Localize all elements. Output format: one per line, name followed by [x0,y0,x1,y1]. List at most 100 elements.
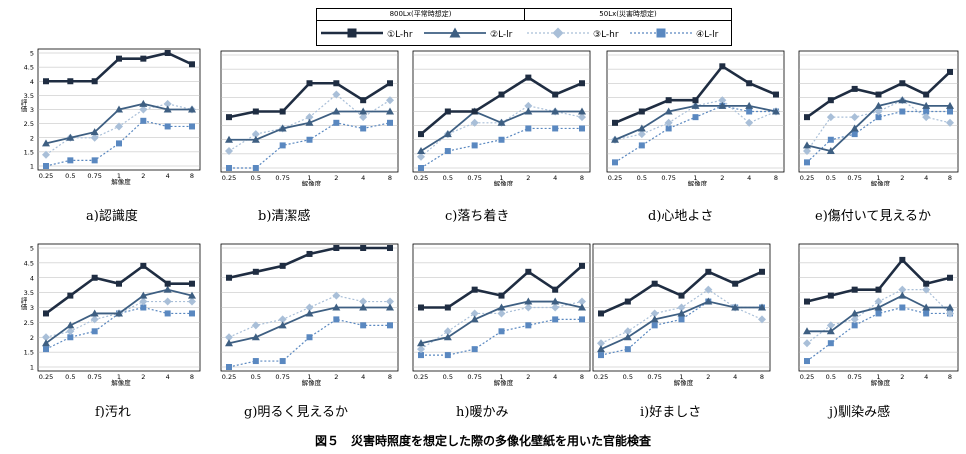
data-point [525,125,532,132]
data-point [139,297,148,306]
x-tick-label: 0.75 [275,373,289,381]
data-point [923,310,930,317]
chart-panel: 1 1.5 2 2.5 3 3.5 4 4.5 5 評価 0.25 0.5 0.75 1 2 4 8 解像度 [16,241,202,386]
data-point [552,286,559,293]
data-point [746,80,753,87]
line-chart: 0.25 0.5 0.75 1 2 4 8 解像度 [606,50,785,186]
y-tick-label: 2.5 [24,319,34,327]
x-tick-label: 4 [747,174,751,182]
x-tick-label: 1 [499,373,503,381]
data-point [497,303,506,311]
data-point [418,165,424,171]
x-tick-label: 0.25 [39,373,53,381]
data-point [525,74,532,81]
data-point [225,135,233,143]
data-point [418,131,424,138]
legend-group-50lx: 50Lx(災害時想定) [525,9,731,21]
data-point [650,315,659,323]
chart-caption: g)明るく見えるか [244,405,349,420]
y-tick-label: 4 [30,78,34,86]
x-tick-label: 4 [924,373,928,381]
chart-panel: 0.25 0.5 0.75 1 2 4 8 解像度 [218,241,400,386]
data-point [91,78,98,85]
x-axis-label: 解像度 [111,378,131,386]
data-point [226,114,232,121]
data-point [579,262,585,269]
data-point [471,108,478,115]
data-point [225,339,233,347]
data-point [226,274,232,281]
data-point [772,107,780,115]
data-point [597,345,605,353]
x-tick-label: 2 [334,373,338,381]
data-point [947,68,953,75]
data-point [278,124,287,132]
x-tick-label: 0.75 [87,373,101,381]
data-point [164,310,171,317]
x-tick-label: 4 [166,373,170,381]
data-point [91,328,98,335]
data-point [115,309,123,317]
data-point [638,108,645,115]
data-point [417,339,425,347]
data-point [43,78,49,85]
data-point [305,118,314,126]
data-point [360,245,367,251]
data-point [91,274,98,281]
data-point [139,105,148,114]
data-point [386,107,394,115]
data-point [66,321,75,329]
data-point [42,139,50,147]
data-point [524,303,533,312]
data-point [923,280,930,287]
data-point [611,135,619,143]
x-tick-label: 4 [553,373,557,381]
chart-caption: h)暖かみ [456,405,509,420]
line-chart: 0.25 0.5 0.75 1 2 4 8 解像度 [798,243,959,386]
data-point [252,268,259,275]
data-point [803,147,811,156]
data-point [664,118,673,127]
data-point [578,113,586,122]
data-point [804,159,810,166]
data-point [578,297,586,306]
data-point [333,119,340,126]
data-point [66,327,75,336]
x-tick-label: 0.75 [661,174,675,182]
x-tick-label: 8 [760,373,764,381]
data-point [638,142,645,149]
x-tick-label: 0.5 [443,174,453,182]
y-tick-label: 1 [30,364,34,372]
x-tick-label: 0.75 [647,373,661,381]
data-point [826,147,835,155]
data-point [42,333,50,342]
line-chart: 0.25 0.5 0.75 1 2 4 8 解像度 [798,50,959,186]
data-point [827,292,834,299]
data-point [899,80,906,87]
legend-label: ④L-lr [696,30,719,40]
x-tick-label: 8 [948,373,952,381]
chart-panel: 0.25 0.5 0.75 1 2 4 8 解像度 [796,241,960,386]
chart-panel: 0.25 0.5 0.75 1 2 4 8 解像度 [410,48,592,186]
data-point [279,142,286,149]
data-point [43,310,49,317]
data-point [305,309,314,317]
data-point [306,136,313,143]
data-point [745,101,754,109]
data-point [333,80,340,87]
x-tick-label: 0.75 [275,174,289,182]
data-point [578,107,586,115]
x-tick-label: 1 [876,373,880,381]
x-axis-label: 解像度 [688,179,708,186]
x-tick-label: 1 [693,174,697,182]
data-point [898,291,907,299]
y-tick-label: 5 [30,50,34,58]
data-point [851,322,858,329]
x-tick-label: 8 [190,172,194,180]
data-point [664,107,673,115]
data-point [923,108,930,115]
data-point [803,141,811,149]
data-point [251,135,260,143]
data-point [163,285,172,293]
data-point [579,316,585,323]
